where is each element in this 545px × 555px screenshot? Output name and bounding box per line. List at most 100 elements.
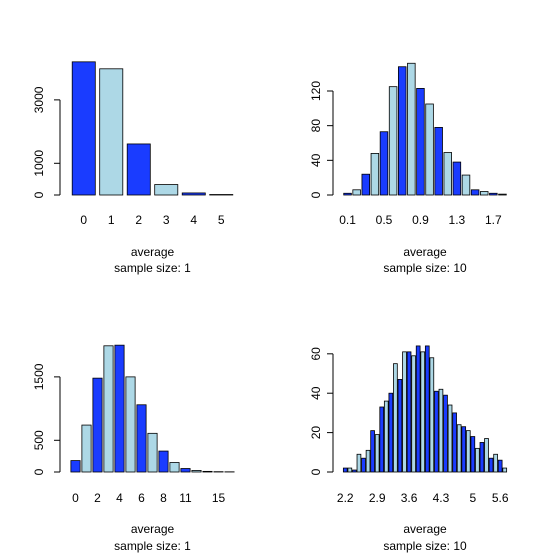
bar-3 <box>379 406 385 473</box>
bar-3.3 <box>393 363 398 473</box>
bar-2 <box>126 143 151 196</box>
y-tick-label: 0 <box>32 191 46 198</box>
bar-5 <box>470 436 476 473</box>
bar-1.2 <box>443 152 453 196</box>
bar-4.5 <box>447 404 453 473</box>
y-tick-label: 1500 <box>32 363 46 390</box>
bar-4.6 <box>452 412 457 473</box>
x-tick-label: 8 <box>160 491 167 505</box>
bar-3.9 <box>420 351 426 473</box>
bar-4.3 <box>438 388 444 473</box>
x-tick-label: 3.6 <box>401 491 418 505</box>
bar-2.3 <box>347 467 353 473</box>
x-tick-label: 1.7 <box>485 213 502 227</box>
bar-3.6 <box>406 351 412 473</box>
bar-3.2 <box>388 392 394 473</box>
x-axis-title: average <box>131 245 175 259</box>
y-tick-label: 20 <box>309 426 323 440</box>
x-tick-label: 0.5 <box>376 213 393 227</box>
y-tick-label: 40 <box>309 386 323 400</box>
bar-1.5 <box>470 189 480 196</box>
bar-12 <box>191 470 202 473</box>
bar-1.8 <box>498 193 507 196</box>
bar-3 <box>103 345 114 473</box>
sample-size-label: sample size: 1 <box>114 261 191 275</box>
x-tick-label: 0 <box>72 491 79 505</box>
x-tick-label: 0.9 <box>412 213 429 227</box>
bar-0.5 <box>379 131 389 196</box>
bar-3.8 <box>415 345 421 473</box>
x-tick-label: 11 <box>179 491 192 505</box>
x-tick-label: 2 <box>94 491 101 505</box>
bar-3 <box>154 184 179 196</box>
bar-5 <box>125 376 136 473</box>
bar-1.1 <box>434 127 443 196</box>
bar-3.7 <box>411 355 416 473</box>
bar-0.8 <box>407 62 416 196</box>
x-tick-label: 0 <box>80 213 87 227</box>
bar-0.6 <box>388 86 398 196</box>
bar-4.8 <box>461 426 467 473</box>
bar-4.7 <box>456 424 462 473</box>
bar-5.6 <box>497 459 503 473</box>
bar-5.4 <box>488 457 494 473</box>
bar-7 <box>147 432 158 473</box>
bar-4 <box>181 192 206 196</box>
bar-2 <box>92 377 103 473</box>
bar-0.9 <box>416 88 425 196</box>
bar-5.3 <box>484 438 489 473</box>
y-tick-label: 40 <box>309 153 323 167</box>
panel-1: 0 1000 3000 0 1 2 3 4 5 average sample size: 1 <box>32 61 234 275</box>
panel-4: 0 20 40 60 2.2 2.9 3.6 4.3 5 5.6 average sample siz… <box>309 345 509 553</box>
sample-size-label: sample size: 10 <box>383 539 467 553</box>
bar-0.1 <box>343 192 352 196</box>
x-tick-label: 2.9 <box>369 491 386 505</box>
y-tick-label: 120 <box>309 81 323 101</box>
x-tick-label: 1 <box>108 213 115 227</box>
bar-8 <box>158 450 169 473</box>
y-tick-label: 0 <box>309 191 323 198</box>
bar-2.6 <box>361 457 366 473</box>
bar-3.4 <box>397 379 403 473</box>
bar-0 <box>70 460 81 473</box>
bar-5.5 <box>493 453 498 473</box>
x-tick-label: 2 <box>135 213 142 227</box>
x-tick-label: 6 <box>138 491 145 505</box>
x-axis-title: average <box>403 245 447 259</box>
bar-0.3 <box>361 173 371 196</box>
panel-3: 0 500 1500 0 2 4 6 8 11 15 average sample size: 1 <box>32 344 235 553</box>
bar-4 <box>424 345 430 473</box>
bar-5.7 <box>502 467 508 473</box>
x-tick-label: 4 <box>190 213 197 227</box>
bar-2.5 <box>356 453 362 473</box>
bar-6 <box>136 404 147 473</box>
x-axis-title: average <box>403 522 447 536</box>
x-axis-title: average <box>131 522 175 536</box>
y-tick-label: 80 <box>309 119 323 133</box>
bar-1 <box>425 103 434 196</box>
bar-2.2 <box>342 467 348 473</box>
bar-4 <box>114 344 125 473</box>
bar-4.2 <box>434 390 439 473</box>
y-tick-label: 0 <box>32 468 46 475</box>
bar-1 <box>99 68 124 196</box>
bar-1.3 <box>452 161 462 196</box>
y-tick-label: 0 <box>309 468 323 475</box>
x-tick-label: 3 <box>163 213 170 227</box>
sample-size-label: sample size: 10 <box>383 261 467 275</box>
bar-5.2 <box>479 442 485 473</box>
bar-13 <box>202 470 213 473</box>
bar-3.1 <box>383 400 389 473</box>
bar-11 <box>180 468 191 473</box>
bar-2.4 <box>352 469 357 473</box>
bar-0.4 <box>370 152 380 196</box>
bar-2.7 <box>365 449 371 473</box>
bar-0.2 <box>352 189 361 196</box>
bar-4.9 <box>465 430 471 473</box>
bar-4.4 <box>443 394 448 473</box>
x-tick-label: 0.1 <box>339 213 356 227</box>
y-tick-label: 1000 <box>32 150 46 177</box>
x-tick-label: 2.2 <box>337 491 354 505</box>
x-tick-label: 4.3 <box>433 491 450 505</box>
